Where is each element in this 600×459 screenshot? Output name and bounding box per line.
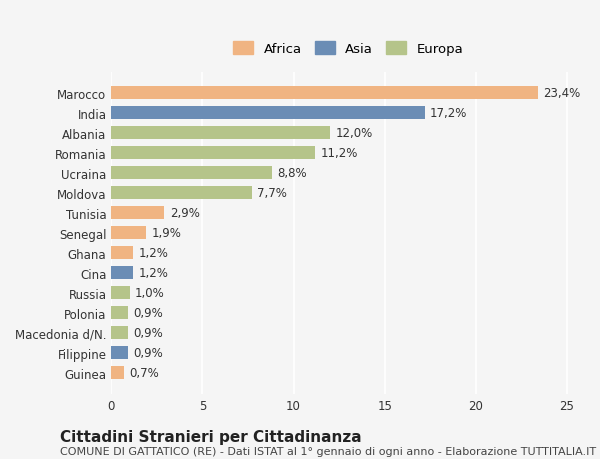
Text: 12,0%: 12,0% (335, 127, 373, 140)
Bar (112, 167, 272, 180)
Bar (112, 287, 130, 300)
Text: 23,4%: 23,4% (543, 87, 580, 100)
Text: 11,2%: 11,2% (321, 147, 358, 160)
Text: 1,2%: 1,2% (139, 267, 169, 280)
Text: Cittadini Stranieri per Cittadinanza: Cittadini Stranieri per Cittadinanza (60, 429, 362, 444)
Text: 7,7%: 7,7% (257, 187, 287, 200)
Text: 0,7%: 0,7% (130, 366, 160, 380)
Text: 0,9%: 0,9% (133, 347, 163, 359)
Bar (112, 247, 133, 260)
Bar (112, 207, 164, 220)
Text: COMUNE DI GATTATICO (RE) - Dati ISTAT al 1° gennaio di ogni anno - Elaborazione : COMUNE DI GATTATICO (RE) - Dati ISTAT al… (60, 447, 596, 456)
Text: 2,9%: 2,9% (170, 207, 200, 220)
Text: 17,2%: 17,2% (430, 107, 467, 120)
Bar (112, 307, 128, 319)
Text: 1,9%: 1,9% (151, 227, 181, 240)
Bar (112, 187, 251, 200)
Text: 0,9%: 0,9% (133, 307, 163, 319)
Bar (112, 366, 124, 380)
Bar (112, 267, 133, 280)
Text: 1,2%: 1,2% (139, 247, 169, 260)
Text: 1,0%: 1,0% (135, 287, 165, 300)
Bar (112, 107, 425, 120)
Text: 0,9%: 0,9% (133, 327, 163, 340)
Bar (112, 127, 330, 140)
Bar (112, 327, 128, 340)
Bar (112, 227, 146, 240)
Bar (112, 147, 316, 160)
Bar (112, 87, 538, 100)
Text: 8,8%: 8,8% (277, 167, 307, 180)
Legend: Africa, Asia, Europa: Africa, Asia, Europa (229, 38, 467, 60)
Bar (112, 347, 128, 359)
